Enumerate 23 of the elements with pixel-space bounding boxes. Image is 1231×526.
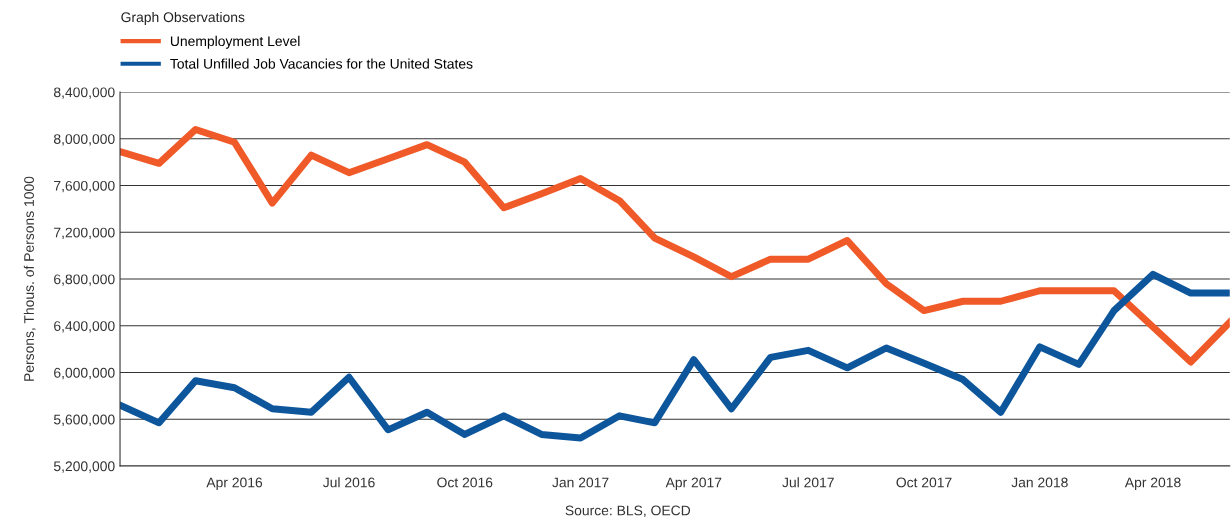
y-tick-label: 8,400,000: [53, 87, 115, 99]
x-tick-label: Jul 2017: [782, 477, 834, 488]
x-tick-label: Apr 2016: [206, 477, 263, 491]
legend-label: Unemployment Level: [170, 35, 300, 49]
y-tick-label: 7,200,000: [54, 227, 115, 240]
y-tick-label: 8,000,000: [53, 134, 115, 146]
source-note: Source: BLS, OECD: [565, 505, 691, 518]
y-axis-title: Persons, Thous. of Persons 1000: [23, 176, 36, 381]
x-tick-label: Apr 2018: [1124, 477, 1181, 491]
y-tick-label: 5,200,000: [53, 461, 115, 473]
chart-title: Graph Observations: [121, 11, 245, 25]
y-tick-label: 6,400,000: [54, 321, 115, 333]
x-tick-label: Jan 2017: [552, 477, 609, 488]
x-tick-label: Oct 2016: [437, 477, 493, 488]
y-tick-label: 7,600,000: [54, 180, 115, 193]
legend-label: Total Unfilled Job Vacancies for the United States: [170, 58, 473, 69]
x-tick-label: Oct 2017: [896, 477, 952, 488]
x-tick-label: Jan 2018: [1011, 477, 1068, 488]
y-tick-label: 6,000,000: [54, 367, 115, 380]
x-tick-label: Jul 2016: [322, 477, 375, 488]
y-tick-label: 6,800,000: [54, 274, 115, 286]
x-tick-label: Apr 2017: [665, 477, 722, 491]
y-tick-label: 5,600,000: [53, 414, 115, 427]
